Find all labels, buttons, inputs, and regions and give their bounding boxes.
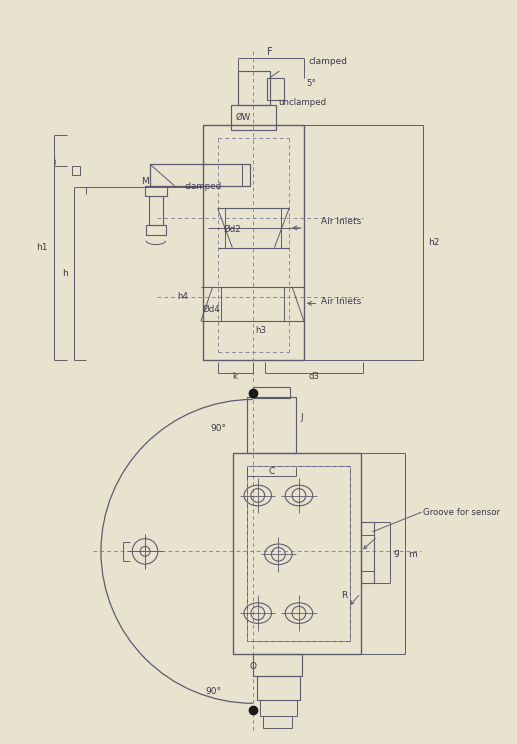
Bar [260, 700, 297, 716]
Text: 90°: 90° [206, 687, 222, 696]
Bar [263, 716, 292, 728]
Text: F: F [267, 48, 272, 57]
Text: m: m [408, 550, 417, 559]
Bar [247, 466, 350, 641]
Bar [253, 654, 302, 676]
Text: unclamped: unclamped [278, 98, 327, 107]
Text: O: O [249, 661, 256, 670]
Text: g: g [393, 548, 399, 557]
Bar [150, 164, 250, 186]
Text: R: R [341, 591, 347, 600]
Text: h1: h1 [37, 243, 48, 252]
Text: C: C [268, 467, 275, 476]
Text: M: M [141, 177, 149, 186]
Bar [146, 225, 165, 235]
Bar [231, 106, 277, 130]
Text: Air Inlets: Air Inlets [322, 217, 362, 225]
Text: h3: h3 [255, 327, 266, 336]
Text: k: k [233, 373, 238, 382]
Text: clamped: clamped [184, 182, 221, 191]
Text: Ød2: Ød2 [223, 225, 241, 234]
Text: J: J [301, 413, 303, 422]
Text: Groove for sensor: Groove for sensor [423, 507, 500, 516]
Bar [238, 71, 269, 106]
Text: i: i [53, 158, 56, 167]
Bar [71, 166, 80, 175]
Bar [361, 522, 374, 583]
Bar [253, 387, 290, 399]
Bar [257, 676, 300, 700]
Text: ØW: ØW [235, 112, 251, 122]
Bar [203, 125, 304, 360]
Text: Air Inlets: Air Inlets [322, 297, 362, 306]
Bar [267, 78, 284, 100]
Bar [145, 186, 166, 196]
Bar [233, 453, 361, 654]
Text: clamped: clamped [309, 57, 348, 65]
Text: h2: h2 [428, 238, 439, 247]
Text: h: h [62, 269, 68, 278]
Bar [247, 397, 296, 453]
Text: d3: d3 [308, 373, 319, 382]
Text: 5°: 5° [307, 80, 317, 89]
Bar [149, 196, 163, 225]
Text: 90°: 90° [211, 424, 227, 433]
Text: h4: h4 [177, 292, 188, 301]
Text: Ød4: Ød4 [203, 305, 221, 314]
